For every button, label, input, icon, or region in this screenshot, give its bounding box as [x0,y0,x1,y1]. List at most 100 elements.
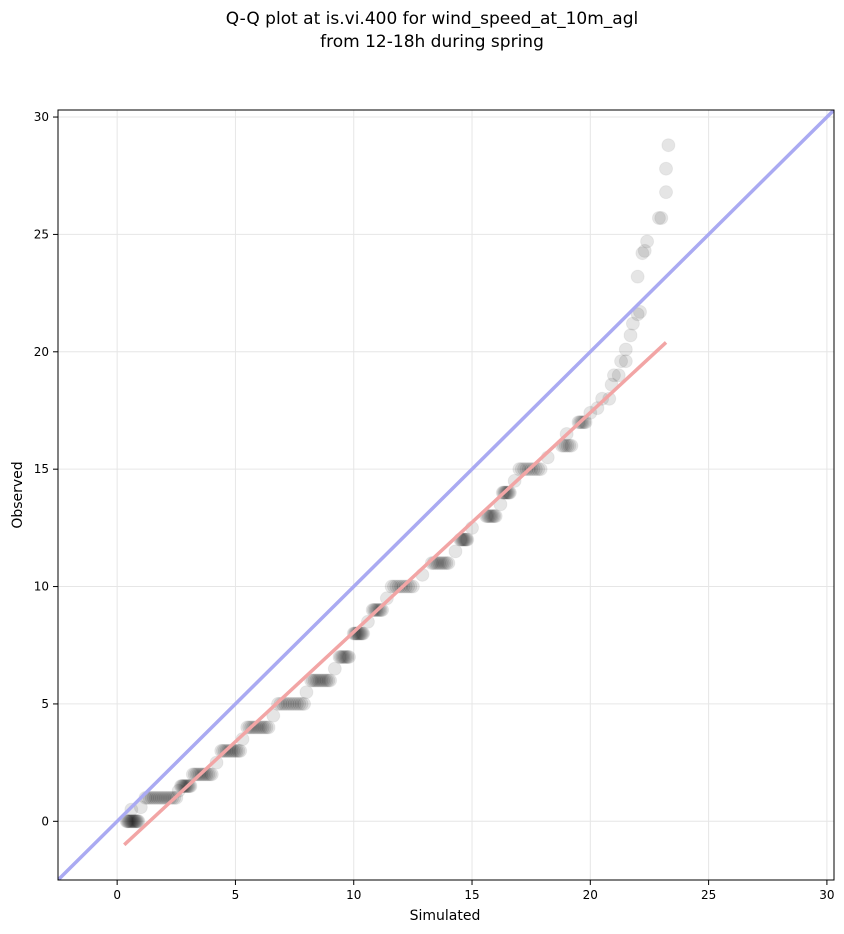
data-point [435,556,450,571]
data-point [304,673,319,688]
data-point [209,755,224,770]
data-point [289,696,304,711]
data-point [340,649,355,664]
data-point [485,509,500,524]
data-point [611,368,626,383]
data-point [333,649,348,664]
data-point [424,556,439,571]
data-point [458,532,473,547]
data-point [459,532,474,547]
grid [58,110,834,880]
data-point [348,626,363,641]
data-point [456,532,471,547]
data-point [150,790,165,805]
data-point [441,556,456,571]
data-point [128,814,143,829]
data-point [177,779,192,794]
data-point [229,743,244,758]
data-point [564,438,579,453]
data-point [266,708,281,723]
data-point [630,307,645,322]
data-point [148,790,163,805]
data-point [618,354,633,369]
data-point [317,673,332,688]
data-point [203,767,218,782]
data-point [367,603,382,618]
data-point [122,814,137,829]
data-point [618,342,633,357]
data-point [405,579,420,594]
data-point [373,603,388,618]
data-point [633,304,647,319]
data-point [398,579,413,594]
data-point [432,556,447,571]
data-point [133,800,148,815]
data-point [356,626,371,641]
data-point [659,161,674,176]
x-tick-label: 0 [113,888,121,902]
data-point [253,720,268,735]
y-tick-label: 0 [41,814,49,828]
data-point [614,354,629,369]
data-point [606,368,621,383]
y-tick-label: 5 [41,697,49,711]
data-point [257,720,272,735]
data-point [240,720,255,735]
y-tick-label: 30 [34,110,49,124]
data-points [119,138,676,829]
data-point [379,591,394,606]
data-point [481,509,496,524]
data-point [512,462,527,477]
data-point [156,790,171,805]
data-point [183,779,198,794]
data-point [487,509,502,524]
data-point [640,234,655,249]
data-point [299,685,314,700]
data-point [562,438,577,453]
data-point [231,743,246,758]
data-point [287,696,302,711]
chart-title-line-1: Q-Q plot at is.vi.400 for wind_speed_at_… [226,9,638,29]
data-point [259,720,274,735]
data-point [558,438,573,453]
data-point [319,673,334,688]
data-point [121,814,136,829]
axis-ticks: 0 5 10 15 20 25 30 0 5 10 15 20 25 30 [34,110,835,902]
data-point [125,814,140,829]
one-to-one-reference-line [58,110,834,880]
data-point [292,696,307,711]
data-point [659,185,674,200]
data-point [312,673,327,688]
x-axis-label: Simulated [410,908,481,924]
data-point [623,328,638,343]
x-tick-label: 15 [464,888,479,902]
data-point [335,649,350,664]
data-point [321,673,336,688]
data-point [457,532,472,547]
data-point [560,438,575,453]
data-point [595,391,610,406]
x-tick-label: 5 [232,888,240,902]
data-point [189,767,204,782]
data-point [307,673,322,688]
data-point [651,210,666,225]
chart-title-line-2: from 12-18h during spring [320,32,544,52]
data-point [282,696,297,711]
data-point [294,696,309,711]
data-point [285,696,300,711]
x-tick-label: 30 [819,888,834,902]
data-point [439,556,454,571]
data-point [171,783,186,798]
data-point [129,814,144,829]
data-point [635,246,650,261]
data-point [126,814,141,829]
data-point [661,138,676,153]
data-point [519,462,534,477]
y-tick-label: 15 [34,462,49,476]
data-point [499,485,514,500]
data-point [196,767,211,782]
data-point [336,649,351,664]
fit-line [123,341,668,847]
data-point [152,790,167,805]
